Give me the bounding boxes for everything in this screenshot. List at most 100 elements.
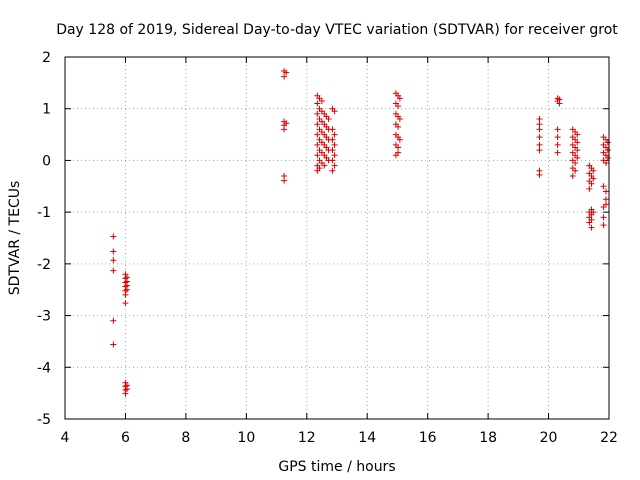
data-point [331, 108, 338, 115]
data-point [574, 131, 581, 138]
data-point [281, 126, 288, 133]
data-point [396, 95, 403, 102]
data-point [110, 248, 117, 255]
data-point [600, 183, 607, 190]
data-point [321, 162, 328, 169]
data-point [331, 162, 338, 169]
data-point [536, 141, 543, 148]
data-point [329, 157, 336, 164]
data-point [314, 152, 321, 159]
data-point [314, 100, 321, 107]
data-point [395, 149, 402, 156]
y-tick-label: 0 [42, 153, 51, 169]
data-point [536, 126, 543, 133]
data-point [590, 175, 597, 182]
data-point [574, 147, 581, 154]
data-point [122, 291, 129, 298]
x-tick-labels: 4 6 8 10 12 14 16 18 20 22 [61, 430, 618, 446]
data-point [536, 147, 543, 154]
data-point [283, 69, 290, 76]
x-tick-label: 8 [181, 430, 190, 446]
y-tick-labels: -5 -4 -3 -2 -1 0 1 2 [37, 50, 51, 428]
data-point [604, 154, 611, 161]
x-tick-label: 10 [237, 430, 255, 446]
x-tick-label: 12 [298, 430, 316, 446]
data-point [604, 147, 611, 154]
data-point [314, 121, 321, 128]
x-axis-label: GPS time / hours [278, 459, 395, 475]
data-point [554, 126, 561, 133]
data-point [602, 188, 609, 195]
data-point [590, 209, 597, 216]
data-point [316, 165, 323, 172]
x-tick-label: 4 [61, 430, 70, 446]
plot-frame [64, 56, 610, 420]
data-point [283, 120, 290, 127]
y-tick-label: -1 [37, 205, 51, 221]
data-point [554, 134, 561, 141]
data-point [590, 167, 597, 174]
data-point [122, 390, 129, 397]
data-point [536, 116, 543, 123]
data-point [536, 171, 543, 178]
data-points [110, 67, 611, 397]
data-point [123, 286, 130, 293]
data-point [574, 139, 581, 146]
data-point [331, 131, 338, 138]
x-tick-label: 20 [540, 430, 558, 446]
data-point [396, 136, 403, 143]
data-point [110, 267, 117, 274]
data-point [329, 136, 336, 143]
data-point [536, 121, 543, 128]
data-point [556, 100, 563, 107]
data-point [572, 167, 579, 174]
data-point [536, 134, 543, 141]
data-point [588, 180, 595, 187]
data-point [331, 141, 338, 148]
data-point [329, 167, 336, 174]
grid [65, 57, 609, 419]
x-tick-label: 14 [358, 430, 376, 446]
data-point [588, 216, 595, 223]
data-point [396, 116, 403, 123]
data-point [122, 300, 129, 307]
chart-title: Day 128 of 2019, Sidereal Day-to-day VTE… [56, 22, 618, 38]
x-tick-label: 22 [600, 430, 618, 446]
x-tick-label: 16 [419, 430, 437, 446]
data-point [586, 185, 593, 192]
data-point [314, 141, 321, 148]
data-point [123, 386, 130, 393]
data-point [329, 147, 336, 154]
x-tick-label: 6 [121, 430, 130, 446]
data-point [325, 116, 332, 123]
data-point [554, 149, 561, 156]
x-tick-label: 18 [479, 430, 497, 446]
y-tick-label: 1 [42, 102, 51, 118]
data-point [569, 172, 576, 179]
data-point [588, 224, 595, 231]
data-point [602, 201, 609, 208]
y-tick-label: -4 [37, 360, 51, 376]
y-tick-label: -2 [37, 257, 51, 273]
data-point [395, 103, 402, 110]
data-point [318, 97, 325, 104]
data-point [110, 341, 117, 348]
data-point [281, 73, 288, 80]
data-point [110, 257, 117, 264]
data-point [110, 233, 117, 240]
data-point [395, 144, 402, 151]
data-point [554, 141, 561, 148]
y-tick-label: -3 [37, 309, 51, 325]
data-point [314, 110, 321, 117]
data-point [572, 160, 579, 167]
data-point [602, 160, 609, 167]
data-point [574, 154, 581, 161]
data-point [329, 126, 336, 133]
data-point [331, 152, 338, 159]
data-point [314, 131, 321, 138]
data-point [602, 196, 609, 203]
data-point [395, 123, 402, 130]
data-point [600, 222, 607, 229]
data-point [600, 214, 607, 221]
data-point [110, 317, 117, 324]
